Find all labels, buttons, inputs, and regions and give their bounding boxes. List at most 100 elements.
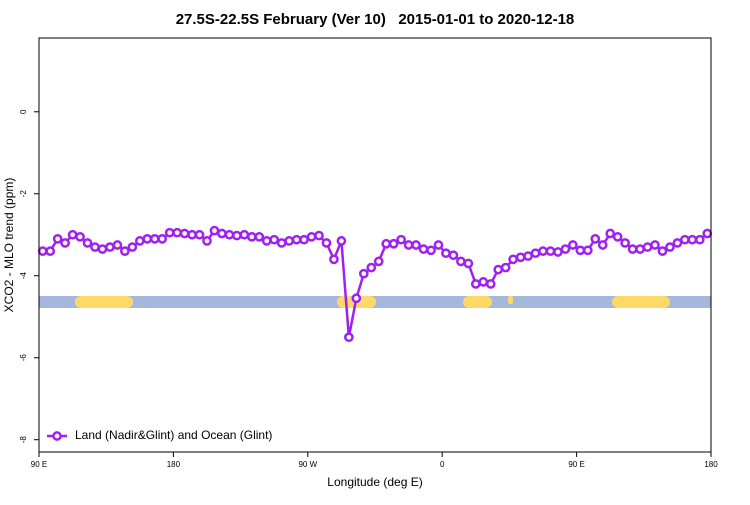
data-point <box>149 234 160 244</box>
data-point <box>441 248 451 259</box>
data-point <box>134 236 145 246</box>
data-point <box>463 258 474 269</box>
data-point <box>291 234 302 245</box>
legend-marker <box>52 431 62 441</box>
x-tick-label: 90 E <box>568 460 584 469</box>
data-point <box>344 332 354 343</box>
data-point <box>642 242 653 252</box>
data-point <box>127 242 138 252</box>
data-point <box>52 234 63 244</box>
data-point <box>635 244 645 254</box>
data-point <box>396 234 406 245</box>
legend-label: Land (Nadir&Glint) and Ocean (Glint) <box>75 428 272 442</box>
data-point <box>575 245 586 256</box>
y-tick-label: -2 <box>19 190 28 198</box>
data-point <box>224 229 235 240</box>
data-point <box>650 240 660 250</box>
data-point <box>470 279 481 289</box>
data-point <box>523 251 533 261</box>
data-point <box>426 245 436 256</box>
data-point <box>411 240 421 250</box>
data-point <box>590 234 601 244</box>
data-point <box>45 246 56 256</box>
data-point <box>67 229 78 240</box>
data-point <box>112 240 123 250</box>
data-point <box>336 236 347 246</box>
plot-frame <box>38 37 712 453</box>
data-point <box>202 236 212 246</box>
legend: Land (Nadir&Glint) and Ocean (Glint) <box>47 428 272 442</box>
data-point <box>246 231 257 242</box>
data-point <box>209 225 220 236</box>
data-point <box>665 242 675 252</box>
x-tick-label: 0 <box>440 460 445 469</box>
data-point <box>568 240 578 250</box>
x-tick-label: 180 <box>167 460 181 469</box>
data-point <box>702 228 713 239</box>
data-point <box>105 242 115 252</box>
data-point <box>582 245 593 256</box>
x-tick-label: 180 <box>704 460 718 469</box>
data-point <box>508 254 518 265</box>
data-point <box>366 262 377 273</box>
data-point <box>657 246 668 256</box>
data-point <box>448 250 459 261</box>
data-point <box>329 254 339 265</box>
data-point <box>545 246 556 256</box>
data-point <box>612 231 623 242</box>
chart-title: 27.5S-22.5S February (Ver 10) 2015-01-01… <box>176 11 575 28</box>
data-point <box>269 234 280 245</box>
land-strip <box>508 296 513 304</box>
data-point <box>381 238 392 249</box>
data-point <box>687 234 698 245</box>
plot-area <box>37 225 713 343</box>
data-point <box>90 242 100 252</box>
data-point <box>597 240 608 250</box>
data-point <box>284 236 294 246</box>
y-tick-label: -4 <box>19 272 28 280</box>
data-point <box>433 240 444 250</box>
data-point <box>194 229 205 240</box>
data-point <box>388 238 399 249</box>
data-point <box>553 247 563 257</box>
data-point <box>605 228 616 239</box>
data-point <box>60 238 70 248</box>
data-point <box>314 230 324 241</box>
data-point <box>456 256 466 267</box>
y-tick-label: -8 <box>19 436 28 444</box>
data-point <box>538 246 548 256</box>
data-point <box>120 246 130 256</box>
data-point <box>321 238 332 248</box>
x-axis-label: Longitude (deg E) <box>327 475 422 489</box>
data-point <box>373 256 384 267</box>
data-point <box>485 279 496 289</box>
data-point <box>232 230 242 241</box>
data-point <box>560 244 571 254</box>
land-strip <box>75 296 133 308</box>
x-tick-label: 90 W <box>298 460 317 469</box>
data-point <box>620 238 630 248</box>
data-point <box>276 238 287 248</box>
data-point <box>239 229 250 240</box>
data-point <box>37 246 48 256</box>
y-tick-label: 0 <box>19 109 28 114</box>
data-point <box>694 234 705 245</box>
data-point <box>500 262 511 273</box>
data-point <box>478 277 489 287</box>
data-point <box>142 234 153 244</box>
data-point <box>627 244 638 254</box>
data-point <box>515 252 526 263</box>
data-point <box>164 227 175 238</box>
x-tick-label: 90 E <box>31 460 47 469</box>
land-strip <box>612 296 670 308</box>
land-strip <box>463 296 492 308</box>
data-point <box>261 236 272 246</box>
data-point <box>306 231 317 242</box>
series-line <box>42 229 709 338</box>
data-point <box>254 231 265 242</box>
data-point <box>358 268 369 279</box>
data-point <box>172 227 182 238</box>
data-point <box>530 248 541 259</box>
data-point <box>75 231 85 242</box>
